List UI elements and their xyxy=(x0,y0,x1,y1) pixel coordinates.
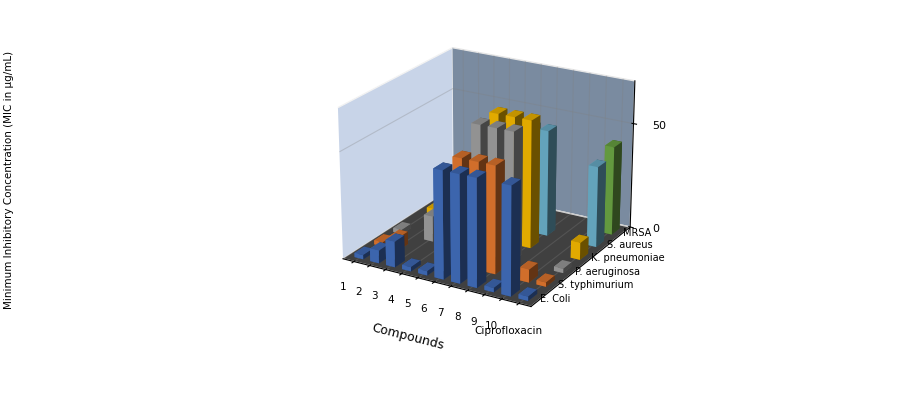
X-axis label: Compounds: Compounds xyxy=(370,321,445,352)
Text: Minimum Inhibitory Concentration (MIC in µg/mL): Minimum Inhibitory Concentration (MIC in… xyxy=(5,51,14,309)
